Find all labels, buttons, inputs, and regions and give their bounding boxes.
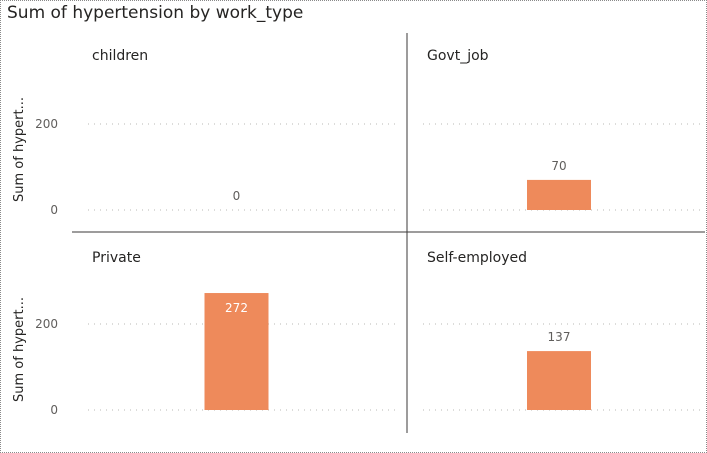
y-axis-title: Sum of hypert... bbox=[12, 297, 27, 402]
bar bbox=[204, 293, 269, 410]
y-tick-label: 200 bbox=[35, 117, 58, 131]
y-axis-title: Sum of hypert... bbox=[12, 97, 27, 202]
y-tick-label: 0 bbox=[50, 203, 58, 217]
panel-label: Private bbox=[92, 250, 141, 266]
data-label: 272 bbox=[225, 301, 248, 315]
data-label: 0 bbox=[233, 189, 241, 203]
y-tick-label: 0 bbox=[50, 403, 58, 417]
data-label: 70 bbox=[551, 159, 566, 173]
y-tick-label: 200 bbox=[35, 317, 58, 331]
bar bbox=[527, 351, 591, 410]
panel-label: Govt_job bbox=[427, 48, 489, 64]
panel-label: Self-employed bbox=[427, 250, 527, 266]
data-label: 137 bbox=[548, 330, 571, 344]
bar bbox=[527, 179, 591, 210]
panel-label: children bbox=[92, 48, 148, 64]
chart-title: Sum of hypertension by work_type bbox=[7, 3, 304, 23]
